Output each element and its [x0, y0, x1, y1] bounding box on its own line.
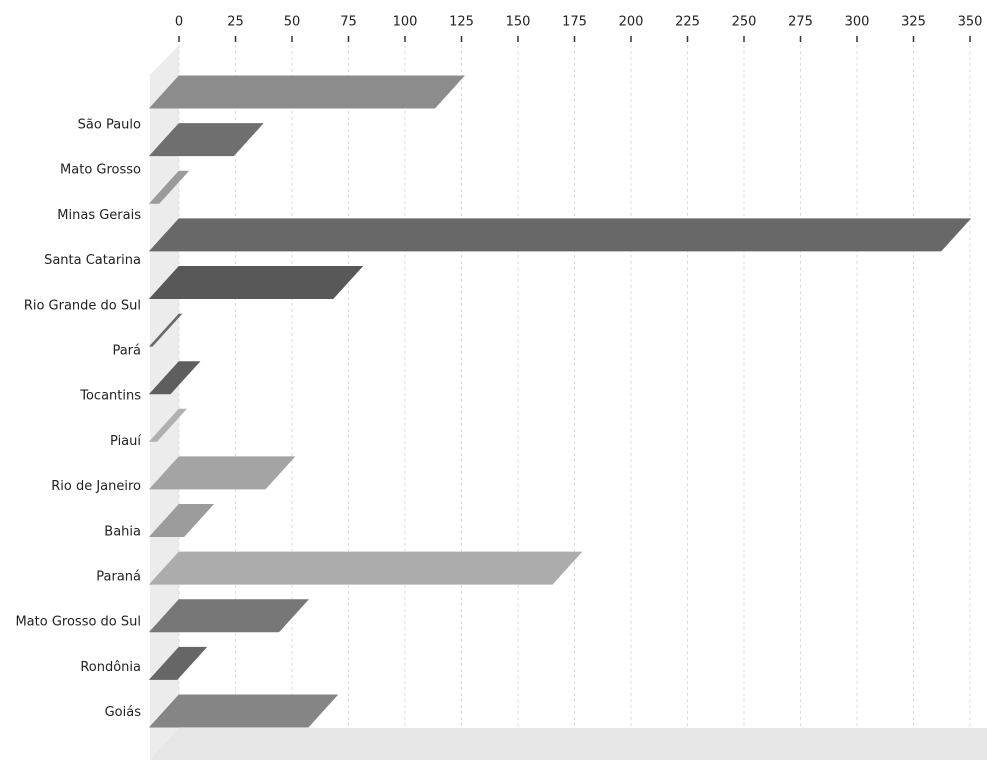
bar — [148, 694, 339, 728]
y-tick-label: Goiás — [105, 705, 142, 720]
x-tick-label: 50 — [284, 15, 301, 30]
x-tick-label: 350 — [958, 15, 983, 30]
floor — [150, 728, 987, 760]
y-tick-label: Rio de Janeiro — [51, 479, 141, 494]
bar — [148, 75, 465, 109]
x-tick-label: 225 — [675, 15, 700, 30]
bar — [148, 313, 183, 347]
bar — [148, 218, 972, 252]
x-tick-label: 175 — [562, 15, 587, 30]
bar — [148, 646, 208, 680]
y-tick-label: Bahia — [104, 524, 141, 539]
x-tick-label: 0 — [175, 15, 183, 30]
y-tick-label: Santa Catarina — [44, 253, 141, 268]
x-tick-label: 200 — [619, 15, 644, 30]
bar — [148, 599, 309, 633]
bar — [148, 504, 215, 538]
bar — [148, 123, 264, 157]
y-tick-label: Piauí — [110, 434, 141, 449]
x-tick-label: 325 — [901, 15, 926, 30]
bar — [148, 265, 364, 299]
bar — [148, 408, 187, 442]
x-tick-label: 300 — [845, 15, 870, 30]
x-tick-label: 100 — [393, 15, 418, 30]
y-tick-label: Paraná — [96, 570, 141, 585]
y-tick-label: Rio Grande do Sul — [24, 298, 141, 313]
y-tick-label: Mato Grosso do Sul — [15, 615, 141, 630]
x-tick-label: 25 — [227, 15, 244, 30]
y-tick-label: Mato Grosso — [60, 163, 141, 178]
bar — [148, 361, 201, 395]
x-tick-label: 125 — [449, 15, 474, 30]
y-tick-label: Tocantins — [79, 389, 141, 404]
y-tick-label: Rondônia — [80, 660, 141, 675]
bar — [148, 456, 296, 490]
bar — [148, 170, 190, 204]
y-tick-label: Minas Gerais — [57, 208, 141, 223]
y-tick-label: Pará — [112, 344, 141, 359]
x-tick-label: 75 — [340, 15, 357, 30]
y-tick-label: São Paulo — [78, 118, 141, 133]
x-tick-label: 250 — [732, 15, 757, 30]
bar — [148, 551, 583, 585]
x-tick-label: 275 — [788, 15, 813, 30]
x-tick-label: 150 — [506, 15, 531, 30]
